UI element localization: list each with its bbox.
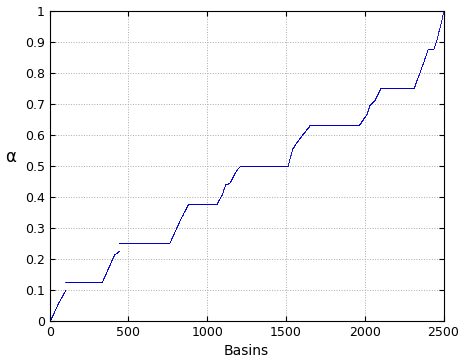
Y-axis label: α: α: [6, 148, 16, 166]
X-axis label: Basins: Basins: [224, 344, 269, 359]
